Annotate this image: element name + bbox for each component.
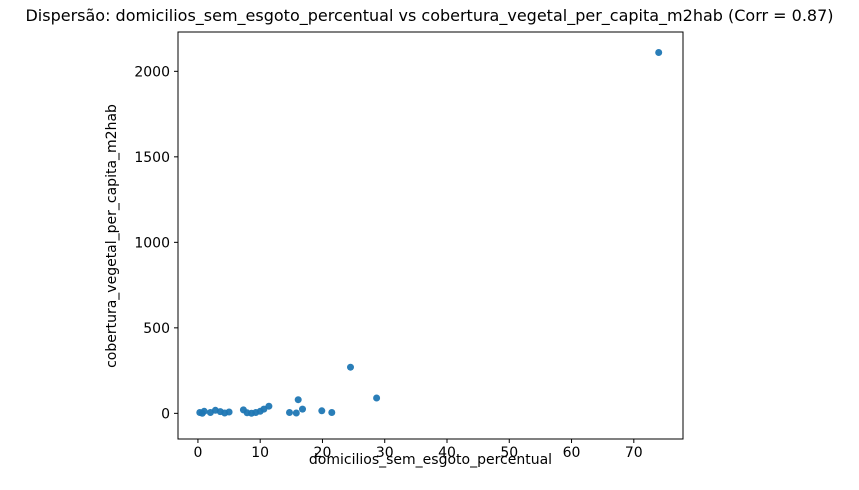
y-axis-label: cobertura_vegetal_per_capita_m2hab bbox=[104, 104, 120, 368]
x-tick-label: 0 bbox=[193, 445, 202, 461]
scatter-point bbox=[299, 405, 306, 413]
scatter-point bbox=[286, 409, 293, 416]
scatter-point bbox=[294, 396, 302, 404]
scatter-point bbox=[200, 407, 208, 415]
x-tick-label: 40 bbox=[438, 445, 456, 461]
x-tick-label: 20 bbox=[314, 445, 332, 461]
scatter-point bbox=[318, 407, 326, 415]
x-axis-label: domicilios_sem_esgoto_percentual bbox=[308, 452, 553, 468]
chart-title: Dispersão: domicilios_sem_esgoto_percent… bbox=[25, 6, 834, 25]
scatter-point bbox=[225, 408, 233, 416]
x-tick-label: 70 bbox=[625, 445, 643, 461]
x-tick-label: 60 bbox=[563, 445, 581, 461]
y-tick-label: 1500 bbox=[134, 150, 170, 166]
scatter-point bbox=[655, 49, 663, 56]
axes-frame bbox=[177, 31, 684, 440]
y-tick-label: 2000 bbox=[134, 64, 170, 80]
y-tick-label: 1000 bbox=[134, 235, 170, 251]
scatter-point bbox=[328, 409, 336, 416]
x-tick-label: 50 bbox=[500, 445, 518, 461]
x-tick-label: 10 bbox=[251, 445, 269, 461]
scatter-point bbox=[347, 363, 354, 371]
scatter-point bbox=[292, 409, 300, 417]
scatter-point bbox=[265, 402, 273, 410]
y-tick-label: 500 bbox=[143, 321, 170, 337]
y-tick-label: 0 bbox=[161, 406, 170, 422]
x-tick-label: 30 bbox=[376, 445, 394, 461]
scatter-point bbox=[373, 394, 381, 402]
